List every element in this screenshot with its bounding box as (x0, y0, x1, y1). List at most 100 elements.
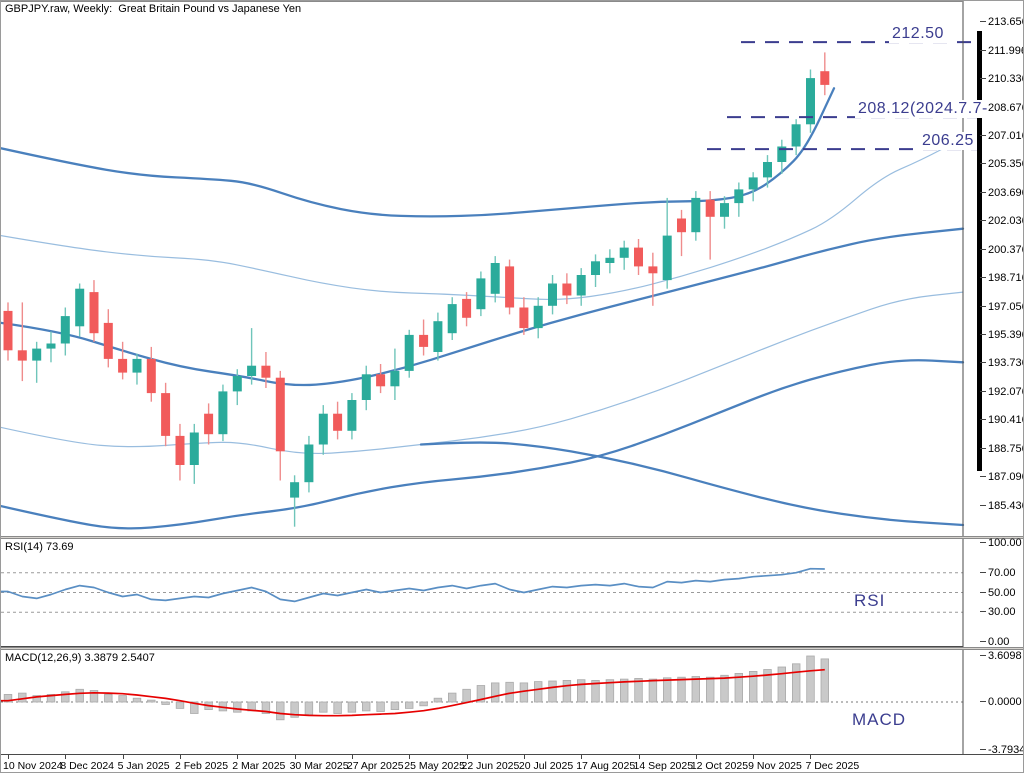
time-tick-11 (638, 755, 640, 759)
candle-body (576, 275, 586, 296)
macd-histogram-bar (104, 694, 113, 703)
macd-histogram-bar (605, 679, 615, 703)
macd-histogram-bar (132, 697, 142, 703)
time-label-2: 5 Jan 2025 (117, 760, 170, 772)
rsi-tick-3-tick (980, 611, 986, 613)
candle-body (605, 257, 615, 263)
price-tick-11: 195.396 (988, 329, 1024, 341)
price-tick-3: 208.676 (988, 101, 1024, 114)
time-label-6: 27 Apr 2025 (346, 760, 404, 772)
rsi-line (1, 567, 825, 603)
macd-histogram-bar (3, 694, 13, 703)
rsi-tick-3: 30.00 (988, 606, 1016, 619)
price-tick-12: 193.736 (988, 357, 1024, 370)
candle-body (333, 413, 343, 431)
candle-body (46, 343, 56, 349)
pane-separator-1[interactable] (1, 536, 1023, 539)
candle-body (705, 199, 715, 217)
macd-histogram-bar (161, 701, 170, 705)
candle-body (390, 370, 400, 387)
rsi-header: RSI(14) 73.69 (5, 541, 74, 553)
time-label-8: 22 Jun 2025 (461, 760, 520, 772)
price-tick-5-tick (980, 163, 986, 165)
candle-body (691, 197, 701, 233)
macd-histogram-bar (519, 682, 529, 703)
time-tick-5 (294, 755, 296, 759)
macd-histogram-bar (433, 697, 443, 703)
candle-body (562, 283, 572, 296)
price-tick-0: 213.656 (988, 16, 1024, 29)
time-tick-2 (122, 755, 124, 759)
price-tick-8-tick (980, 248, 986, 250)
candle-body (505, 266, 515, 308)
candle-body (662, 235, 672, 281)
price-tick-1-tick (980, 49, 986, 51)
macd-histogram-bar (75, 688, 84, 703)
price-tick-16: 187.096 (988, 471, 1024, 484)
time-tick-13 (753, 755, 755, 759)
candle-body (548, 283, 557, 306)
candle-body (347, 400, 357, 431)
time-label-1: 8 Dec 2024 (60, 760, 115, 772)
time-tick-12 (695, 755, 697, 759)
macd-histogram-bar (548, 680, 557, 703)
macd-histogram-bar (562, 679, 572, 703)
rsi-canvas[interactable] (1, 539, 1024, 647)
macd-histogram-bar (462, 688, 471, 703)
price-tick-13-tick (980, 390, 986, 392)
candle-body (132, 358, 142, 373)
macd-histogram-bar (319, 701, 328, 713)
macd-pane[interactable]: MACD(12,26,9) 3.3879 2.5407 MACD 3.6098 0… (1, 650, 1024, 756)
macd-histogram-bar (147, 699, 156, 703)
macd-canvas[interactable] (1, 650, 1024, 754)
macd-histogram-bar (276, 701, 285, 721)
candle-body (447, 304, 457, 334)
macd-histogram-bar (404, 701, 414, 709)
price-tick-4-tick (980, 135, 986, 136)
time-axis[interactable]: 10 Nov 2024 8 Dec 2024 5 Jan 2025 2 Feb 202… (1, 754, 1023, 772)
candle-body (189, 432, 199, 465)
candle-body (777, 146, 787, 162)
macd-histogram-bar (663, 677, 672, 703)
candle-body (763, 162, 772, 178)
time-label-7: 25 May 2025 (404, 760, 465, 772)
candle-body (261, 365, 271, 378)
price-tick-14-tick (980, 419, 986, 421)
time-tick-0 (8, 755, 9, 759)
candle-body (677, 218, 686, 233)
macd-tick-0-tick (980, 655, 986, 656)
time-tick-9 (523, 755, 525, 759)
rsi-tick-4: 0.00 (988, 636, 1010, 648)
macd-histogram-bar (777, 666, 786, 703)
price-tick-7-tick (980, 220, 986, 222)
candle-body (204, 413, 214, 435)
candle-body (748, 177, 758, 190)
macd-histogram-bar (734, 672, 743, 703)
time-label-14: 7 Dec 2025 (805, 760, 860, 772)
candle-body (218, 391, 228, 435)
macd-histogram-bar (89, 690, 99, 703)
candle-body (720, 203, 729, 217)
main-chart-pane[interactable]: GBPJPY.raw, Weekly: Great Britain Pound … (1, 1, 1024, 536)
breakout-level-label: 208.12(2024.7.7- (855, 100, 987, 119)
rsi-pane[interactable]: RSI(14) 73.69 RSI 100.00 70.00 50.00 30.00 0… (1, 537, 1024, 648)
candle-body (275, 377, 285, 452)
pane-separator-2[interactable] (1, 647, 1023, 650)
candle-body (634, 247, 643, 267)
price-tick-16-tick (980, 476, 986, 478)
price-tick-9: 198.716 (988, 272, 1024, 285)
candle-body (619, 247, 629, 258)
macd-histogram-bar (419, 701, 428, 707)
macd-histogram-bar (691, 676, 700, 703)
rsi-tick-2: 50.00 (988, 586, 1016, 599)
price-tick-1: 211.996 (988, 44, 1024, 57)
chart-title: GBPJPY.raw, Weekly: Great Britain Pound … (5, 3, 302, 15)
macd-histogram-bar (706, 676, 715, 703)
price-tick-4: 207.016 (988, 130, 1024, 142)
band-line-upper-inner (1, 137, 964, 301)
candle-body (161, 393, 171, 436)
time-label-10: 17 Aug 2025 (576, 760, 636, 772)
price-chart-canvas[interactable] (1, 1, 1024, 536)
macd-histogram-bar (806, 655, 815, 703)
